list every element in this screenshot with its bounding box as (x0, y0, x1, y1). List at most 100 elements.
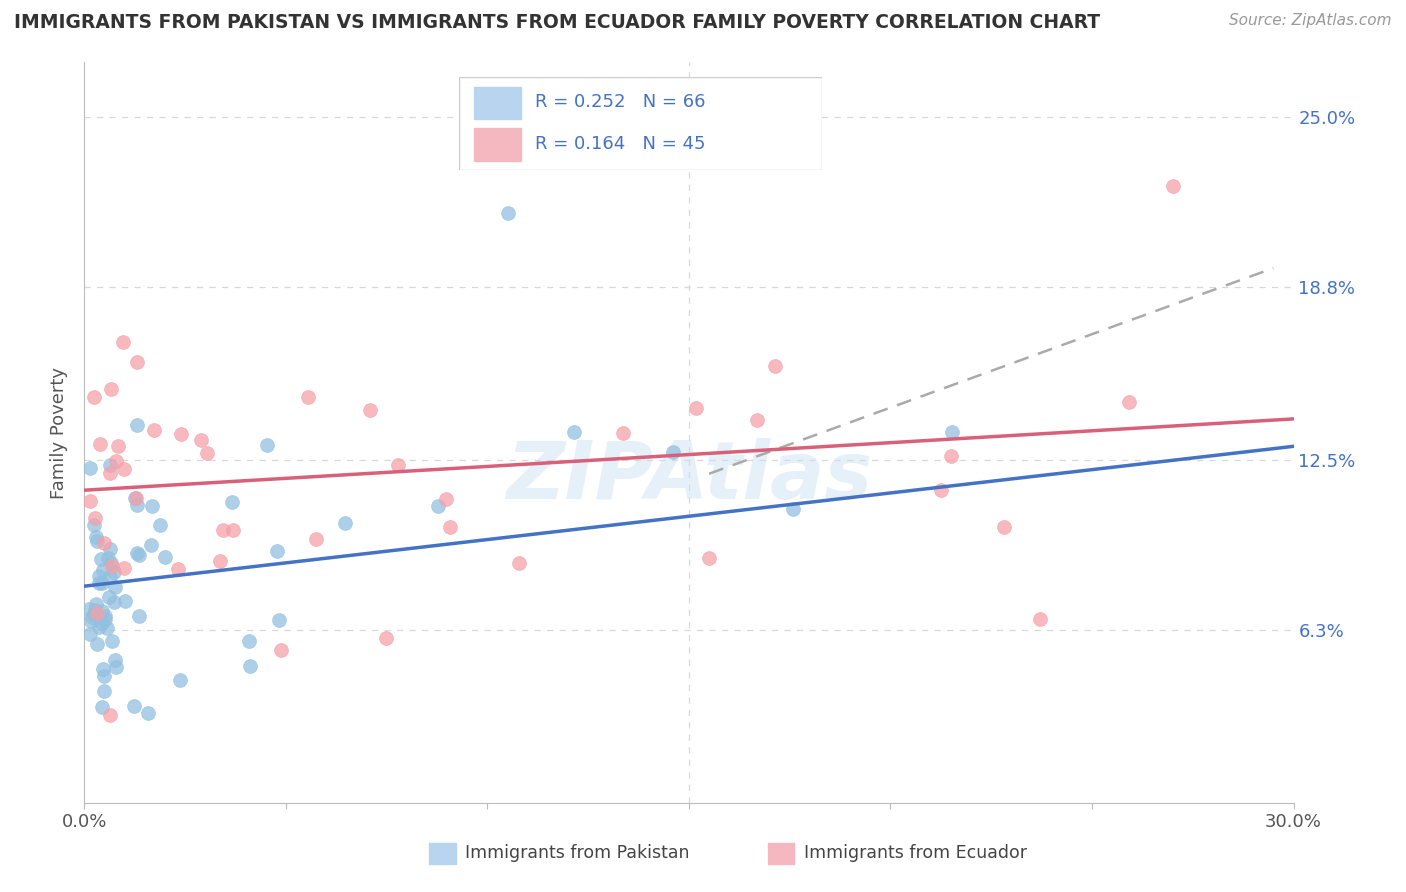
Point (86, 606, 108, 620)
Point (112, 561, 135, 575)
Point (84, 530, 107, 544)
Point (104, 660, 127, 674)
Point (149, 518, 172, 533)
Point (697, 550, 720, 565)
Point (138, 706, 160, 720)
Point (94, 609, 117, 624)
Text: IMMIGRANTS FROM PAKISTAN VS IMMIGRANTS FROM ECUADOR FAMILY POVERTY CORRELATION C: IMMIGRANTS FROM PAKISTAN VS IMMIGRANTS F… (14, 13, 1099, 32)
Text: Immigrants from Ecuador: Immigrants from Ecuador (804, 844, 1026, 863)
Point (1028, 611, 1050, 625)
Point (508, 557, 530, 571)
Point (939, 450, 962, 464)
Point (1118, 394, 1140, 409)
Point (98, 707, 121, 722)
Point (97, 590, 120, 604)
Point (89, 436, 111, 450)
Point (141, 499, 163, 513)
Point (124, 491, 146, 505)
Point (304, 532, 326, 546)
Point (84, 511, 107, 525)
Point (941, 425, 963, 440)
Point (79, 494, 101, 508)
FancyBboxPatch shape (768, 843, 794, 863)
Point (167, 562, 190, 576)
Point (87, 568, 110, 582)
Point (100, 556, 122, 570)
Point (100, 458, 122, 473)
Point (128, 609, 150, 624)
Point (142, 423, 165, 437)
Point (83, 518, 105, 533)
Point (238, 659, 260, 673)
Point (141, 538, 163, 552)
Point (107, 439, 129, 453)
Point (103, 595, 125, 609)
Point (335, 516, 357, 530)
Point (98, 542, 121, 557)
Point (169, 673, 191, 688)
Point (91, 662, 114, 676)
Text: ZIPAtlas: ZIPAtlas (506, 438, 872, 516)
Point (297, 390, 319, 404)
Text: Source: ZipAtlas.com: Source: ZipAtlas.com (1229, 13, 1392, 29)
Point (1161, 178, 1184, 193)
Point (112, 335, 135, 350)
Point (222, 524, 245, 538)
Point (439, 520, 461, 534)
Point (84, 597, 107, 611)
Point (256, 438, 278, 452)
Point (238, 634, 260, 648)
Point (434, 492, 457, 507)
Point (87, 620, 110, 634)
Point (79, 461, 101, 475)
Point (153, 550, 176, 565)
Point (83, 603, 105, 617)
Point (96, 550, 118, 565)
Point (93, 683, 115, 698)
Point (90, 700, 112, 714)
Point (93, 612, 115, 626)
Point (662, 445, 685, 459)
Point (993, 519, 1015, 533)
Point (122, 699, 145, 714)
Point (86, 637, 108, 651)
Point (427, 500, 450, 514)
Point (763, 359, 786, 373)
Point (197, 446, 219, 460)
Point (105, 453, 128, 467)
Point (127, 355, 149, 369)
Point (89, 576, 111, 591)
Point (98, 570, 121, 584)
Point (387, 458, 409, 472)
Point (93, 536, 115, 550)
Point (125, 546, 148, 560)
Y-axis label: Family Poverty: Family Poverty (51, 367, 69, 499)
Point (90, 551, 112, 566)
Point (125, 498, 148, 512)
Point (101, 558, 124, 573)
Point (91, 563, 114, 577)
Point (782, 502, 804, 516)
Point (359, 402, 381, 417)
Point (375, 631, 398, 645)
Point (83, 391, 105, 405)
Point (929, 483, 952, 498)
Point (212, 524, 235, 538)
Point (82, 609, 104, 624)
Point (266, 544, 288, 558)
Point (125, 491, 148, 506)
Point (112, 462, 135, 476)
Point (127, 418, 149, 433)
Point (685, 401, 707, 415)
Point (96, 621, 118, 635)
Point (114, 594, 136, 608)
Point (101, 634, 124, 648)
Point (103, 565, 125, 579)
Point (104, 652, 127, 666)
Point (269, 613, 291, 627)
Point (93, 668, 115, 682)
Point (208, 554, 231, 568)
Point (745, 413, 768, 427)
Point (270, 643, 292, 657)
Point (79, 614, 101, 628)
